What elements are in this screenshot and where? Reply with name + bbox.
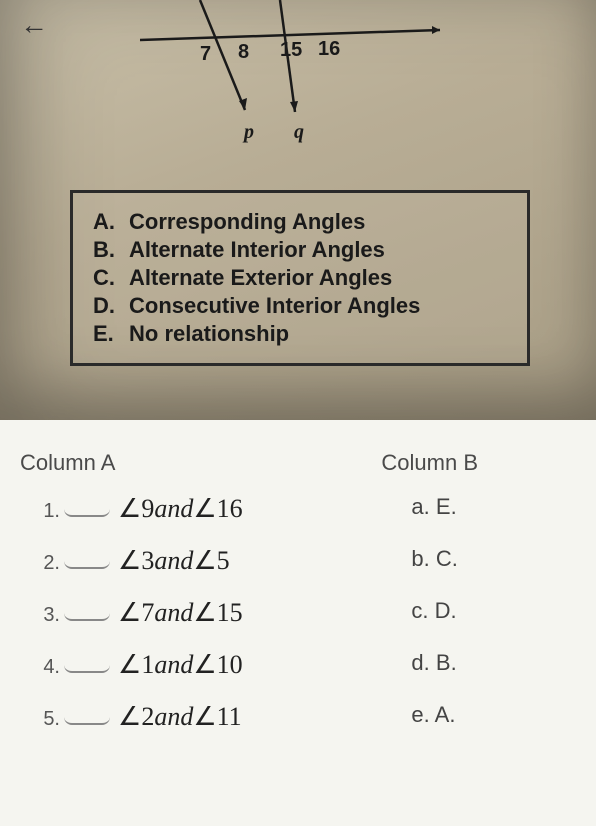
option-letter: D. <box>93 293 117 319</box>
option-letter: C. <box>93 265 117 291</box>
column-b-option: d. B. <box>381 650 576 676</box>
answer-blank[interactable] <box>64 499 110 517</box>
answer-key-box: A. Corresponding Angles B. Alternate Int… <box>70 190 530 366</box>
question-row: 4. ∠1and∠10 <box>20 650 354 680</box>
question-number: 4. <box>20 656 60 679</box>
answer-blank[interactable] <box>64 551 110 569</box>
answer-option: B. Alternate Interior Angles <box>93 237 507 263</box>
answer-option: C. Alternate Exterior Angles <box>93 265 507 291</box>
answer-option: D. Consecutive Interior Angles <box>93 293 507 319</box>
line-label-q: q <box>294 121 304 143</box>
option-text: Corresponding Angles <box>129 209 365 235</box>
angle-label-8: 8 <box>238 41 249 63</box>
column-b-header: Column B <box>381 450 576 476</box>
question-number: 2. <box>20 552 60 575</box>
answer-blank[interactable] <box>64 707 110 725</box>
option-letter: E. <box>93 321 117 347</box>
angle-label-7: 7 <box>200 43 211 65</box>
question-number: 3. <box>20 604 60 627</box>
angle-diagram: 7 8 15 16 p q <box>140 0 460 150</box>
option-text: Alternate Interior Angles <box>129 237 385 263</box>
column-b-option: b. C. <box>381 546 576 572</box>
angle-label-16: 16 <box>318 38 340 60</box>
option-text: No relationship <box>129 321 289 347</box>
column-b-option: c. D. <box>381 598 576 624</box>
question-row: 3. ∠7and∠15 <box>20 598 354 628</box>
angle-label-15: 15 <box>280 39 302 61</box>
worksheet-photo: 7 8 15 16 p q A. Corresponding Angles B.… <box>0 0 596 420</box>
column-b-option: e. A. <box>381 702 576 728</box>
question-row: 5. ∠2and∠11 <box>20 702 354 732</box>
questions-area: Column A 1. ∠9and∠16 2. ∠3and∠5 3. ∠7and… <box>0 420 596 774</box>
column-a-header: Column A <box>20 450 354 476</box>
option-text: Consecutive Interior Angles <box>129 293 420 319</box>
back-button[interactable]: ← <box>20 10 48 42</box>
question-row: 2. ∠3and∠5 <box>20 546 354 576</box>
question-text: ∠7and∠15 <box>118 598 243 628</box>
question-text: ∠1and∠10 <box>118 650 243 680</box>
answer-option: E. No relationship <box>93 321 507 347</box>
answer-blank[interactable] <box>64 603 110 621</box>
answer-blank[interactable] <box>64 655 110 673</box>
line-label-p: p <box>242 121 254 143</box>
back-arrow-icon: ← <box>20 10 48 41</box>
question-number: 1. <box>20 500 60 523</box>
question-row: 1. ∠9and∠16 <box>20 494 354 524</box>
column-b-option: a. E. <box>381 494 576 520</box>
option-letter: B. <box>93 237 117 263</box>
column-b: Column B a. E. b. C. c. D. d. B. e. A. <box>381 450 576 754</box>
column-a: Column A 1. ∠9and∠16 2. ∠3and∠5 3. ∠7and… <box>20 450 354 754</box>
answer-option: A. Corresponding Angles <box>93 209 507 235</box>
question-text: ∠9and∠16 <box>118 494 243 524</box>
option-letter: A. <box>93 209 117 235</box>
option-text: Alternate Exterior Angles <box>129 265 392 291</box>
question-text: ∠3and∠5 <box>118 546 230 576</box>
question-number: 5. <box>20 708 60 731</box>
question-text: ∠2and∠11 <box>118 702 242 732</box>
diagram-svg: 7 8 15 16 p q <box>140 0 460 150</box>
